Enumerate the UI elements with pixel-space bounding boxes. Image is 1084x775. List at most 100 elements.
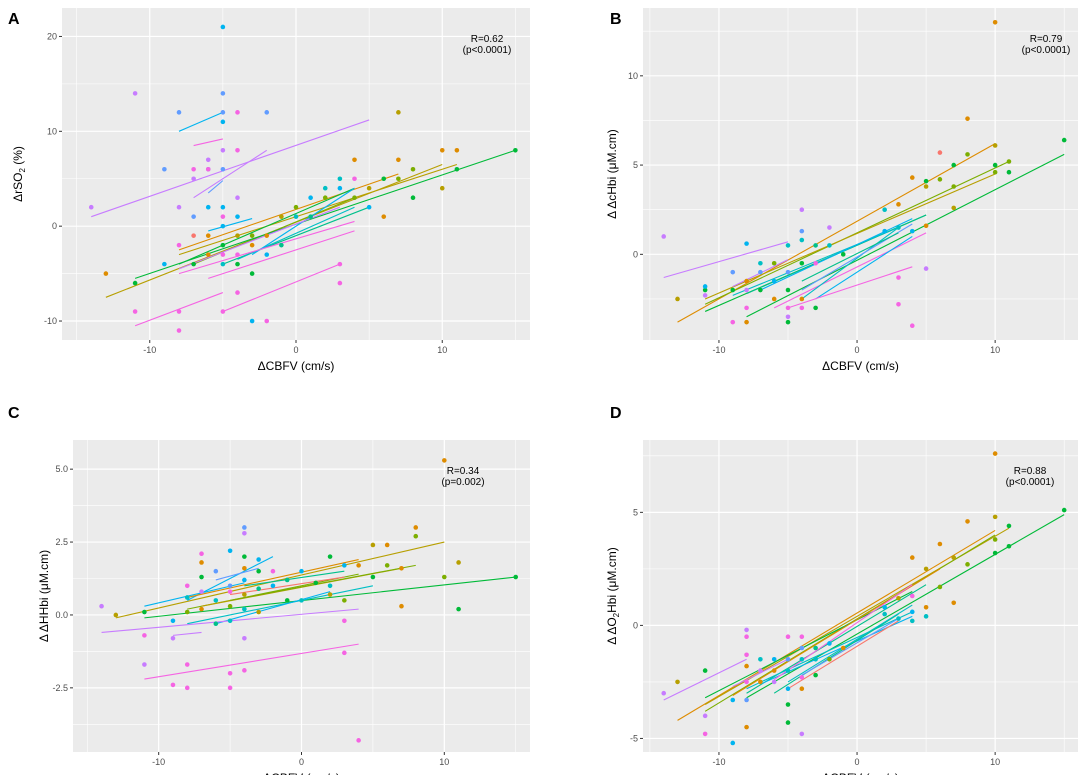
- data-point: [799, 675, 805, 680]
- data-point: [176, 328, 182, 333]
- data-point: [442, 458, 447, 463]
- data-point: [771, 679, 777, 685]
- data-point: [758, 269, 763, 275]
- data-point: [771, 668, 777, 673]
- data-point: [249, 318, 255, 324]
- data-point: [342, 598, 347, 603]
- data-point: [951, 205, 957, 211]
- data-point: [235, 110, 240, 115]
- data-point: [799, 296, 805, 302]
- regression-line: [193, 138, 223, 147]
- data-point: [220, 147, 226, 153]
- panel-letter: D: [610, 405, 622, 422]
- regression-line: [787, 620, 899, 690]
- y-tick-label: -10: [44, 316, 57, 326]
- data-point: [176, 309, 182, 314]
- data-point: [366, 185, 372, 191]
- data-point: [220, 91, 226, 96]
- data-point: [220, 252, 226, 257]
- data-point: [785, 243, 791, 248]
- data-point: [413, 533, 419, 539]
- data-point: [923, 566, 929, 572]
- data-point: [184, 595, 190, 600]
- regression-line: [663, 241, 789, 279]
- data-point: [242, 592, 247, 597]
- data-point: [909, 175, 915, 180]
- data-point: [396, 176, 401, 182]
- data-point: [256, 609, 261, 615]
- regression-line: [134, 149, 516, 279]
- x-tick-label: 0: [299, 757, 304, 767]
- y-tick-label: 0: [633, 249, 638, 259]
- regression-line: [187, 585, 374, 625]
- data-point: [771, 296, 777, 302]
- data-point: [813, 260, 818, 266]
- data-point: [284, 577, 290, 583]
- data-point: [322, 185, 328, 191]
- data-point: [199, 560, 204, 565]
- data-point: [661, 234, 667, 239]
- data-point: [235, 195, 240, 201]
- data-point: [785, 686, 791, 691]
- data-point: [840, 645, 846, 651]
- data-point: [220, 110, 226, 115]
- data-point: [702, 287, 708, 293]
- data-point: [923, 184, 929, 189]
- x-tick-label: -10: [712, 757, 725, 767]
- data-point: [249, 233, 255, 238]
- panel-letter: C: [8, 405, 20, 422]
- data-point: [937, 584, 943, 590]
- regression-line: [144, 582, 245, 607]
- x-tick-label: 10: [990, 757, 1000, 767]
- data-point: [337, 261, 343, 267]
- x-tick-label: -10: [152, 757, 165, 767]
- data-point: [744, 627, 749, 633]
- data-point: [1006, 543, 1012, 549]
- data-point: [337, 176, 343, 182]
- data-point: [454, 147, 460, 153]
- data-point: [937, 177, 943, 182]
- regression-line: [815, 236, 913, 300]
- data-point: [132, 280, 138, 286]
- data-point: [352, 176, 357, 182]
- regression-line: [746, 153, 1065, 318]
- data-point: [270, 568, 276, 574]
- data-point: [965, 116, 970, 121]
- data-point: [771, 278, 777, 284]
- data-point: [951, 184, 957, 189]
- data-point: [799, 207, 805, 212]
- data-point: [242, 606, 247, 612]
- data-point: [799, 237, 805, 243]
- data-point: [909, 618, 915, 624]
- data-point: [951, 600, 957, 606]
- y-axis-label-part: Hbi (μM.cm): [605, 547, 619, 613]
- data-point: [744, 679, 749, 685]
- regression-line: [178, 111, 224, 132]
- data-point: [352, 157, 357, 163]
- data-point: [293, 214, 299, 219]
- data-point: [213, 568, 219, 574]
- data-point: [813, 657, 818, 662]
- data-point: [992, 537, 998, 542]
- data-point: [396, 157, 401, 163]
- data-point: [1006, 159, 1012, 164]
- data-point: [184, 662, 190, 667]
- data-point: [896, 225, 901, 230]
- data-point: [284, 598, 290, 603]
- data-point: [702, 284, 708, 289]
- data-point: [170, 635, 176, 641]
- regression-line: [187, 559, 359, 598]
- data-point: [227, 685, 233, 691]
- data-point: [951, 162, 957, 168]
- data-point: [235, 261, 240, 267]
- y-axis-label: Δ ΔHHbi (μM.cm): [37, 550, 51, 642]
- data-point: [103, 271, 109, 276]
- data-point: [132, 309, 138, 314]
- regression-line: [215, 567, 259, 581]
- data-point: [1006, 523, 1012, 529]
- data-point: [937, 541, 943, 547]
- correlation-r-text: R=0.34: [447, 466, 480, 477]
- data-point: [785, 634, 791, 639]
- data-point: [827, 243, 832, 248]
- data-point: [337, 185, 343, 191]
